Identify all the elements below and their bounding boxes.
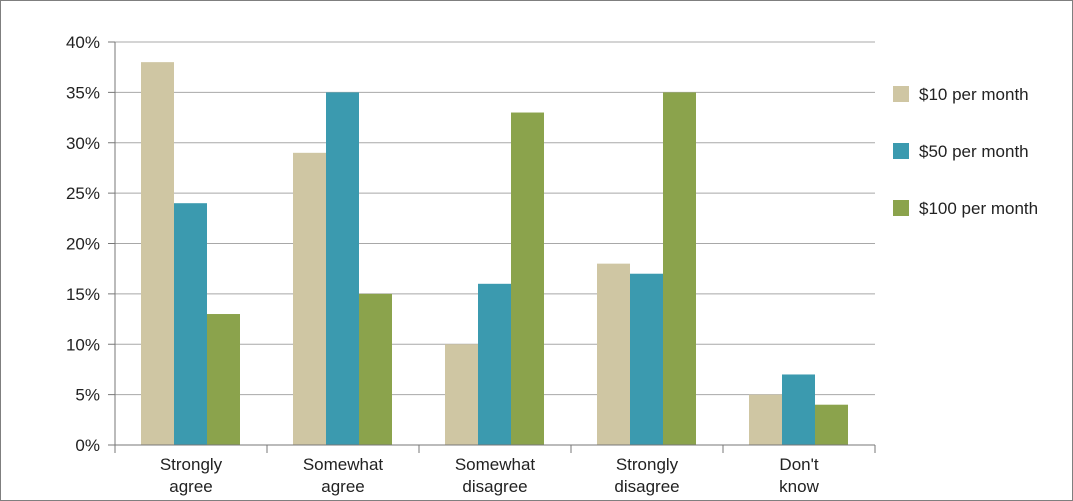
legend-swatch [893, 86, 909, 102]
bar-series-3-category-3 [511, 112, 544, 446]
x-tick-label: disagree [614, 477, 679, 496]
axes [108, 41, 876, 453]
legend: $10 per month $50 per month $100 per month [893, 85, 1038, 218]
bar-series-1-category-4 [597, 263, 630, 445]
legend-swatch [893, 143, 909, 159]
y-tick-label: 10% [66, 335, 100, 354]
y-tick-label: 25% [66, 184, 100, 203]
y-axis-ticks: 0% 5% 10% 15% 20% 25% 30% 35% 40% [66, 33, 100, 455]
bar-series-1-category-2 [293, 152, 326, 445]
legend-label: $100 per month [919, 199, 1038, 218]
bar-series-2-category-4 [630, 273, 663, 445]
x-tick-label: Somewhat [303, 455, 384, 474]
x-tick-label: Strongly [616, 455, 679, 474]
y-tick-label: 40% [66, 33, 100, 52]
bars [141, 62, 848, 446]
x-tick-label: Somewhat [455, 455, 536, 474]
x-axis-ticks: Strongly agree Somewhat agree Somewhat disagr… [160, 455, 820, 496]
bar-series-1-category-3 [445, 344, 478, 445]
x-tick-label: agree [169, 477, 212, 496]
legend-swatch [893, 200, 909, 216]
bar-series-2-category-2 [326, 92, 359, 445]
x-tick-label: disagree [462, 477, 527, 496]
y-tick-label: 15% [66, 285, 100, 304]
y-tick-label: 5% [75, 386, 100, 405]
y-tick-label: 20% [66, 235, 100, 254]
bar-series-2-category-5 [782, 374, 815, 445]
y-tick-label: 35% [66, 83, 100, 102]
y-tick-label: 30% [66, 134, 100, 153]
bar-series-1-category-1 [141, 62, 174, 446]
x-tick-label: know [779, 477, 819, 496]
legend-label: $50 per month [919, 142, 1029, 161]
gridlines [115, 41, 875, 396]
bar-series-3-category-1 [207, 314, 240, 445]
bar-series-2-category-3 [478, 283, 511, 445]
x-tick-label: Don't [779, 455, 818, 474]
x-tick-label: Strongly [160, 455, 223, 474]
bar-series-3-category-5 [815, 404, 848, 445]
y-tick-label: 0% [75, 436, 100, 455]
bar-series-2-category-1 [174, 203, 207, 445]
bar-series-3-category-4 [663, 92, 696, 445]
x-tick-label: agree [321, 477, 364, 496]
bar-series-3-category-2 [359, 293, 392, 445]
legend-label: $10 per month [919, 85, 1029, 104]
bar-series-1-category-5 [749, 394, 782, 445]
